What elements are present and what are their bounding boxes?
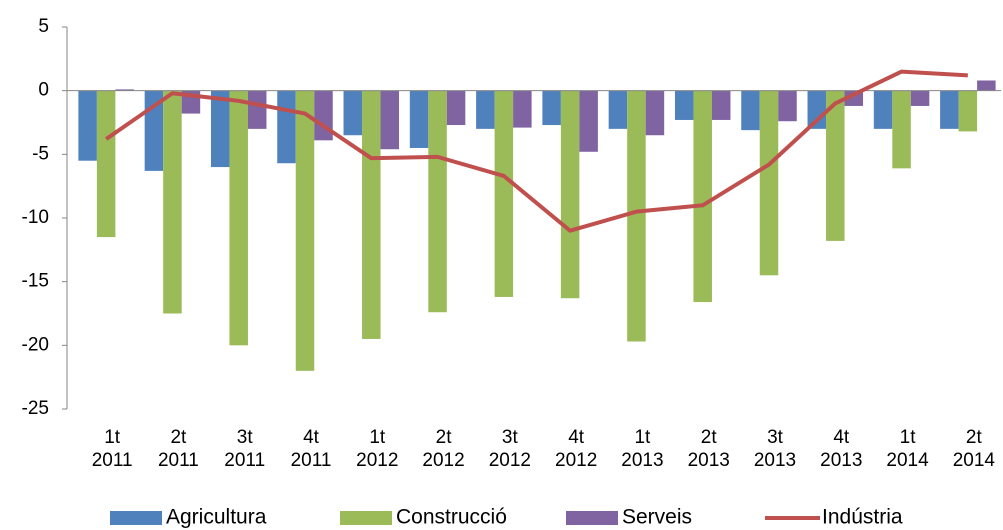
bar	[778, 90, 797, 122]
bar	[873, 90, 893, 129]
bar	[693, 90, 712, 303]
x-tick-label: 4t	[833, 427, 850, 448]
bar	[579, 90, 598, 152]
x-tick-label: 2014	[953, 450, 996, 471]
x-tick-label: 2012	[555, 450, 597, 471]
bar	[362, 90, 381, 339]
bar	[229, 90, 248, 346]
bar	[343, 90, 363, 136]
bar	[674, 90, 694, 120]
x-tick-label: 2011	[158, 450, 199, 471]
x-tick-label: 2t	[170, 427, 187, 448]
bar	[78, 90, 97, 161]
x-tick-label: 2012	[422, 450, 464, 471]
x-tick-label: 2t	[966, 427, 983, 448]
bar	[741, 90, 760, 131]
legend-swatch	[340, 511, 392, 525]
bar	[542, 90, 561, 126]
x-tick-label: 2t	[701, 427, 718, 448]
x-tick-label: 2013	[754, 450, 796, 471]
bar	[210, 90, 230, 168]
x-tick-label: 1t	[634, 427, 651, 448]
x-tick-label: 4t	[568, 427, 585, 448]
bar	[314, 90, 333, 141]
x-tick-label: 2013	[621, 450, 663, 471]
x-tick-label: 3t	[237, 427, 254, 448]
x-tick-label: 2014	[886, 450, 929, 471]
bar	[409, 90, 429, 148]
legend-swatch	[110, 511, 162, 525]
bar	[476, 90, 495, 129]
bar	[940, 90, 959, 129]
y-tick-label: -10	[22, 207, 49, 228]
bar	[115, 89, 134, 91]
legend-label: Agricultura	[166, 506, 267, 529]
bar	[446, 90, 466, 126]
x-tick-label: 1t	[369, 427, 386, 448]
x-tick-label: 3t	[502, 427, 519, 448]
y-tick-label: -5	[32, 143, 49, 164]
legend-swatch	[566, 511, 618, 525]
x-tick-label: 2t	[436, 427, 453, 448]
x-tick-label: 1t	[900, 427, 917, 448]
bar	[247, 90, 267, 129]
bar	[494, 90, 514, 297]
y-tick-label: -15	[22, 271, 49, 292]
bar	[277, 90, 296, 164]
line	[105, 69, 968, 233]
bar	[977, 80, 996, 91]
x-tick-label: 2012	[489, 450, 531, 471]
x-tick-label: 4t	[303, 427, 320, 448]
y-tick-label: 0	[38, 80, 49, 101]
bar	[428, 90, 447, 313]
x-tick-label: 2012	[356, 450, 398, 471]
bar	[608, 90, 628, 129]
legend-label: Serveis	[622, 506, 692, 529]
bar	[826, 90, 845, 241]
legend-label: Construcció	[396, 506, 507, 529]
x-tick-label: 2011	[224, 450, 265, 471]
x-tick-label: 1t	[104, 427, 121, 448]
x-tick-label: 2011	[291, 450, 332, 471]
bar	[645, 90, 665, 136]
y-tick-label: -25	[22, 398, 49, 419]
bar	[711, 90, 731, 120]
bar	[513, 90, 532, 128]
x-tick-label: 3t	[767, 427, 784, 448]
bar	[892, 90, 911, 169]
bar	[96, 90, 116, 238]
bar	[759, 90, 779, 276]
bar	[627, 90, 646, 342]
bar	[163, 90, 182, 314]
x-tick-label: 2013	[688, 450, 730, 471]
bar	[910, 90, 930, 106]
legend: Agricultura Construcció Serveis Indústria	[110, 506, 903, 529]
bar	[560, 90, 580, 299]
bar	[295, 90, 315, 371]
legend-label: Indústria	[822, 506, 903, 529]
bar	[958, 90, 978, 132]
x-tick-label: 2011	[92, 450, 133, 471]
y-tick-label: -20	[22, 334, 49, 355]
x-tick-label: 2013	[820, 450, 862, 471]
bar	[380, 90, 400, 150]
bar	[807, 90, 827, 129]
y-tick-label: 5	[38, 16, 49, 37]
